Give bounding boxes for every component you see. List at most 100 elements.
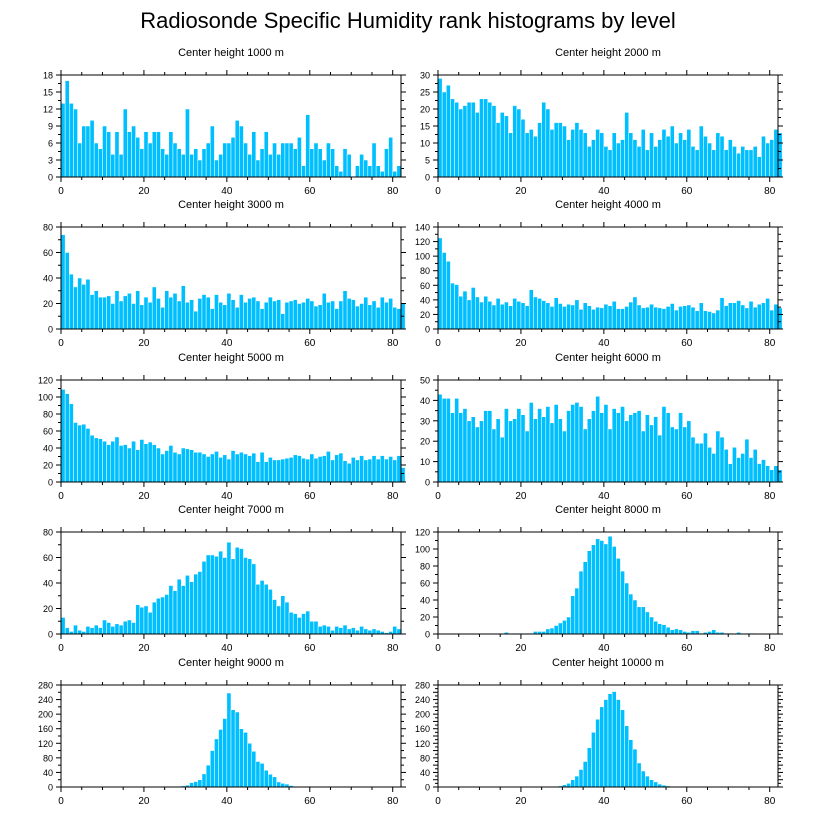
histogram-bar	[446, 398, 451, 483]
histogram-bar	[603, 146, 609, 178]
histogram-bar	[678, 132, 683, 178]
histogram-bar	[239, 294, 244, 330]
histogram-bar	[359, 303, 364, 330]
x-tick-label: 80	[764, 643, 776, 654]
histogram-bar	[292, 613, 298, 635]
histogram-bar	[566, 410, 571, 483]
histogram-bar	[118, 154, 124, 178]
histogram-bar	[549, 306, 555, 330]
histogram-bar	[259, 308, 265, 330]
y-tick-label: 0	[48, 630, 53, 640]
histogram-bar	[752, 449, 758, 483]
histogram-bar	[218, 729, 223, 788]
histogram-bar	[752, 146, 758, 178]
histogram-bar	[624, 112, 629, 178]
histogram-bar	[147, 301, 153, 330]
histogram-bar	[628, 593, 634, 635]
histogram-bar	[773, 129, 779, 178]
histogram-bar	[549, 422, 555, 483]
histogram-bar	[214, 294, 219, 330]
histogram-bar	[479, 98, 484, 178]
y-tick-label: 80	[43, 528, 53, 538]
histogram-bar	[388, 298, 393, 330]
y-tick-label: 20	[420, 437, 430, 447]
histogram-bar	[321, 159, 327, 178]
histogram-bar	[164, 594, 170, 635]
y-tick-label: 120	[38, 376, 53, 386]
histogram-bar	[135, 290, 141, 330]
histogram-bar	[624, 306, 629, 330]
histogram-bar	[239, 728, 244, 788]
y-tick-label: 240	[38, 695, 53, 705]
histogram-bar	[89, 294, 95, 330]
histogram-bar	[367, 458, 373, 483]
histogram-bar	[205, 142, 211, 178]
histogram-bar	[553, 297, 559, 330]
histogram-bar	[139, 606, 145, 635]
histogram-bar	[276, 459, 282, 483]
histogram-bar	[326, 301, 331, 330]
histogram-bar	[251, 452, 257, 483]
histogram-bar	[301, 165, 306, 178]
histogram-bar	[632, 412, 638, 483]
histogram-bar	[632, 748, 638, 788]
histogram-bar	[504, 115, 509, 178]
histogram-bar	[732, 146, 737, 178]
histogram-bar	[574, 587, 580, 635]
histogram-bar	[160, 453, 165, 483]
histogram-bar	[77, 142, 82, 178]
bars	[437, 78, 783, 178]
histogram-bar	[703, 310, 708, 330]
histogram-bar	[674, 628, 679, 635]
histogram-bar	[736, 152, 741, 178]
histogram-bar	[243, 301, 248, 330]
histogram-bar	[769, 309, 775, 330]
histogram-bar	[703, 432, 708, 483]
histogram-bar	[533, 296, 538, 330]
histogram-bar	[193, 452, 199, 483]
x-tick-label: 0	[435, 643, 441, 654]
x-tick-label: 40	[598, 643, 610, 654]
x-tick-label: 60	[304, 338, 316, 349]
histogram-bar	[284, 457, 290, 483]
histogram-bar	[607, 428, 613, 483]
histogram-bar	[441, 91, 447, 178]
histogram-bar	[740, 304, 746, 330]
histogram-bar	[64, 252, 70, 330]
histogram-bar	[102, 440, 107, 483]
histogram-bar	[255, 461, 261, 483]
histogram-bar	[694, 442, 700, 483]
histogram-bar	[499, 436, 505, 483]
histogram-bar	[380, 296, 385, 330]
histogram-bar	[334, 308, 340, 330]
histogram-bar	[611, 132, 617, 178]
histogram-bar	[156, 298, 161, 330]
histogram-bar	[441, 398, 447, 483]
histogram-bar	[562, 306, 567, 330]
histogram-bar	[197, 298, 203, 330]
histogram-bar	[201, 148, 207, 178]
histogram-bar	[392, 307, 398, 330]
histogram-bar	[748, 301, 754, 330]
histogram-bar	[313, 305, 319, 330]
axis-ticks	[433, 375, 783, 487]
histogram-bar	[566, 616, 571, 635]
y-tick-label: 80	[43, 753, 53, 763]
histogram-bar	[636, 606, 642, 635]
bars	[437, 394, 783, 483]
histogram-bar	[60, 389, 66, 483]
histogram-bar	[276, 154, 282, 178]
histogram-bar	[388, 456, 393, 483]
histogram-bar	[545, 108, 551, 178]
histogram-bar	[263, 584, 269, 635]
histogram-bar	[616, 699, 621, 788]
histogram-bar	[545, 628, 551, 635]
histogram-bar	[727, 463, 733, 483]
histogram-bar	[210, 125, 215, 178]
histogram-bar	[748, 457, 754, 483]
histogram-bar	[686, 129, 692, 178]
x-tick-label: 0	[58, 338, 64, 349]
y-tick-label: 3	[48, 156, 53, 166]
histogram-bar	[313, 621, 319, 635]
histogram-bar	[475, 112, 480, 178]
